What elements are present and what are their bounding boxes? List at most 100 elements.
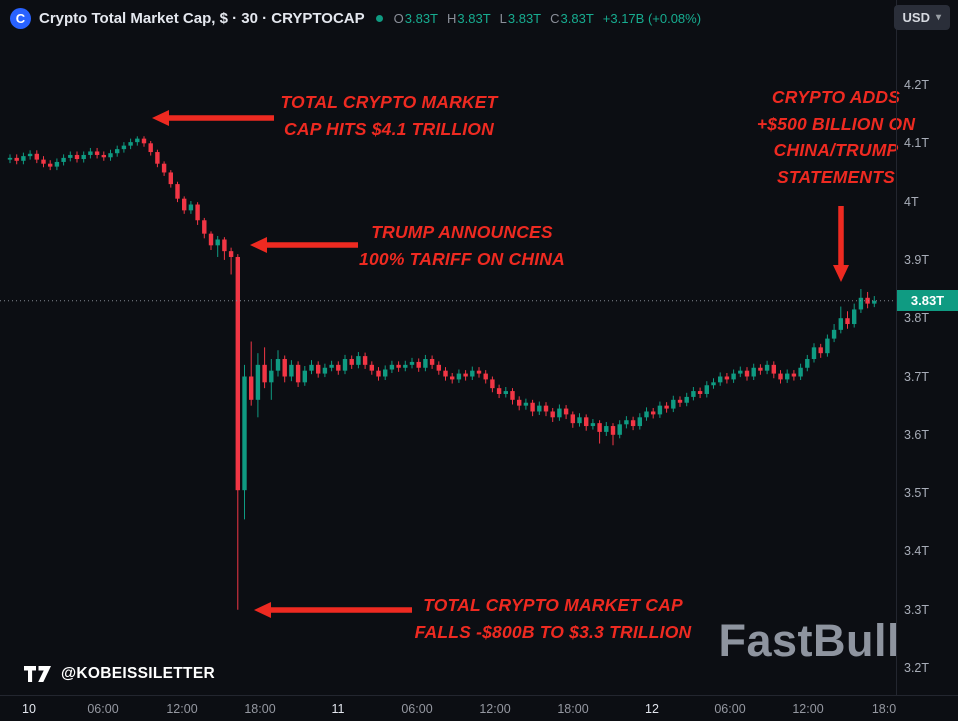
price-axis[interactable]: 4.2T 4.1T 4T 3.9T 3.8T 3.7T 3.6T 3.5T 3.4T 3.3T 3.… (896, 0, 958, 695)
candle-body (577, 417, 582, 424)
candle-body (121, 145, 127, 150)
candle-body (255, 364, 261, 400)
candle-body (811, 347, 817, 360)
candle-body (128, 142, 133, 146)
author-credit: @KOBEISSILETTER (24, 665, 215, 683)
symbol-title[interactable]: Crypto Total Market Cap, $ · 30 · CRYPTO… (39, 9, 365, 27)
candle-body (537, 405, 542, 412)
time-axis[interactable]: 10 06:00 12:00 18:00 11 06:00 12:00 18:00 12 06:0… (0, 695, 958, 721)
candle-body (155, 152, 160, 164)
candle-body (249, 376, 254, 400)
candle-body (872, 300, 877, 304)
candle-body (282, 359, 287, 377)
candle-body (141, 138, 147, 144)
legend-close: C3.83T (550, 10, 594, 26)
candle-body (570, 414, 575, 424)
candle-body (490, 379, 495, 389)
candle-body (510, 391, 515, 400)
candle-body (436, 364, 441, 371)
candle-body (222, 239, 227, 252)
watermark: FastBull (718, 615, 900, 666)
price-axis-label: 3.7T (904, 369, 930, 384)
candle-body (637, 417, 642, 427)
legend-change: +3.17B (+0.08%) (602, 10, 702, 26)
time-axis-label: 12:00 (166, 702, 198, 716)
candle-body (94, 151, 100, 155)
candle-body (550, 411, 555, 418)
candle-body (168, 172, 173, 185)
candle-body (470, 370, 475, 377)
candle-body (677, 399, 683, 403)
candle-body (785, 373, 790, 380)
candle-body (724, 376, 730, 380)
candle-body (175, 184, 180, 199)
candle-body (684, 396, 689, 403)
candle-body (543, 405, 549, 412)
market-status-dot (375, 14, 383, 22)
candle-body (7, 157, 13, 160)
chevron-down-icon: ▾ (935, 11, 941, 23)
price-axis-label: 4.1T (904, 136, 930, 151)
price-axis-label: 3.9T (904, 252, 930, 267)
candle-body (523, 402, 529, 406)
candle-body (48, 163, 53, 167)
current-price-badge: 3.83T (897, 290, 958, 312)
candle-body (242, 376, 247, 491)
candle-body (309, 364, 314, 371)
candle-body (664, 405, 669, 409)
candle-body (517, 399, 522, 406)
candle-body (356, 356, 361, 365)
time-axis-label: 12:00 (792, 702, 824, 716)
candle-body (423, 359, 428, 368)
price-axis-label: 3.2T (904, 661, 930, 675)
candle-body (610, 426, 616, 435)
candle-body (450, 376, 455, 380)
candle-body (751, 367, 756, 377)
candle-body (369, 364, 374, 371)
candle-body (396, 364, 401, 368)
candle-body (409, 361, 415, 365)
candle-body (604, 426, 609, 432)
currency-label: USD (902, 10, 930, 25)
candle-body (88, 151, 93, 155)
candle-body (376, 370, 381, 377)
candle-body (316, 364, 321, 374)
legend-low: L3.83T (499, 10, 542, 26)
candle-body (831, 329, 837, 339)
author-handle: @KOBEISSILETTER (61, 665, 215, 682)
candle-body (858, 297, 864, 310)
candle-body (135, 138, 140, 143)
candle-body (81, 154, 86, 160)
candle-body (389, 364, 395, 370)
candle-body (34, 153, 39, 160)
candle-body (584, 417, 589, 427)
legend-open: O3.83T (393, 10, 438, 26)
time-axis-label: 06:00 (401, 702, 433, 716)
symbol-logo-icon: C (10, 7, 31, 29)
candle-body (503, 391, 508, 394)
candle-body (630, 420, 636, 427)
candle-body (744, 370, 750, 377)
candle-body (476, 370, 482, 374)
price-axis-label: 3.3T (904, 602, 930, 617)
price-axis-label: 4.2T (904, 78, 930, 92)
currency-dropdown[interactable]: USD ▾ (893, 5, 950, 30)
candle-body (691, 391, 696, 397)
candle-body (624, 420, 629, 425)
chart-canvas[interactable] (0, 36, 896, 695)
candle-body (403, 364, 408, 368)
candle-body (74, 154, 80, 160)
candle-body (651, 411, 656, 415)
candle-body (148, 143, 153, 153)
candle-body (764, 364, 770, 371)
candle-body (27, 153, 33, 157)
candle-body (791, 373, 797, 377)
candle-body (336, 364, 341, 371)
candle-body (61, 157, 66, 162)
chart-header: C Crypto Total Market Cap, $ · 30 · CRYP… (0, 0, 958, 36)
candle-body (14, 157, 19, 161)
candle-body (235, 256, 240, 491)
candlestick-plot (0, 136, 896, 610)
candle-body (825, 338, 830, 354)
